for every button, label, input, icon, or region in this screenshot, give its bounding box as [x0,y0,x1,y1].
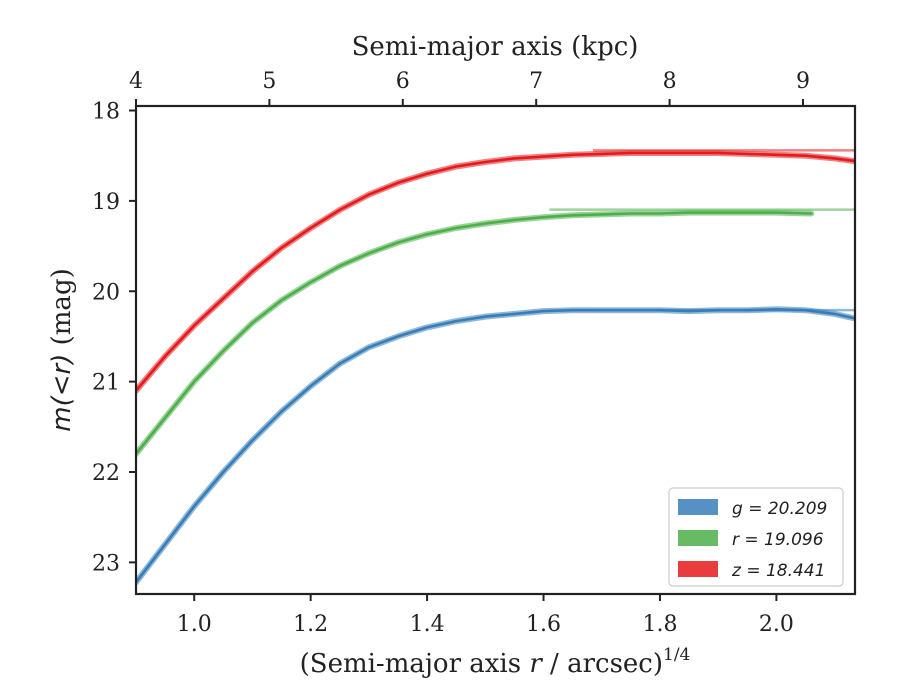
x-tick-label: 1.0 [177,612,212,637]
x-tick-label: 1.6 [526,612,561,637]
x-axis-title-suffix: / arcsec) [542,649,663,679]
y-axis-title: m(<r) (mag) [47,268,77,431]
x-tick-label: 1.4 [410,612,445,637]
legend-swatch-g [678,499,718,515]
series-band-z [136,150,855,394]
top-x-tick-label: 9 [796,69,810,94]
y-tick-label: 19 [92,190,120,215]
top-x-tick-label: 6 [396,69,410,94]
y-tick-label: 21 [92,371,120,396]
series-line-g [136,307,855,584]
bottom-x-axis: 1.0 1.2 1.4 1.6 1.8 2.0 [177,594,794,637]
top-x-tick-label: 4 [129,69,143,94]
top-x-axis: 4 5 6 7 8 9 [129,69,810,106]
x-tick-label: 1.8 [642,612,677,637]
legend-swatch-r [678,530,718,546]
x-axis-title-prefix: (Semi-major axis [300,649,530,679]
y-tick-label: 22 [92,461,120,486]
x-tick-label: 2.0 [759,612,794,637]
series-line-z [136,151,855,393]
legend-label-r: r = 19.096 [732,530,824,550]
legend-swatch-z [678,561,718,577]
x-axis-title-variable: r [529,649,543,679]
y-tick-label: 20 [92,280,120,305]
top-x-tick-label: 5 [262,69,276,94]
top-x-tick-label: 8 [663,69,677,94]
series-line-r [136,211,813,456]
top-axis-title: Semi-major axis (kpc) [352,32,639,62]
top-x-tick-label: 7 [529,69,543,94]
y-tick-label: 23 [92,551,120,576]
y-axis: 18 19 20 21 22 23 [92,100,136,576]
legend: g = 20.209 r = 19.096 z = 18.441 [668,487,844,587]
series-layer [136,149,855,586]
x-axis-title: (Semi-major axis r / arcsec)1/4 [300,645,691,679]
plot-frame [134,104,857,596]
x-tick-label: 1.2 [293,612,328,637]
legend-label-z: z = 18.441 [731,561,825,581]
series-band-r [136,209,815,457]
y-tick-label: 18 [92,100,120,125]
y-axis-title-unit: (mag) [47,268,77,353]
y-axis-title-quantity: m(<r) [47,354,77,432]
legend-label-g: g = 20.209 [732,499,827,519]
x-axis-title-superscript: 1/4 [663,645,690,665]
